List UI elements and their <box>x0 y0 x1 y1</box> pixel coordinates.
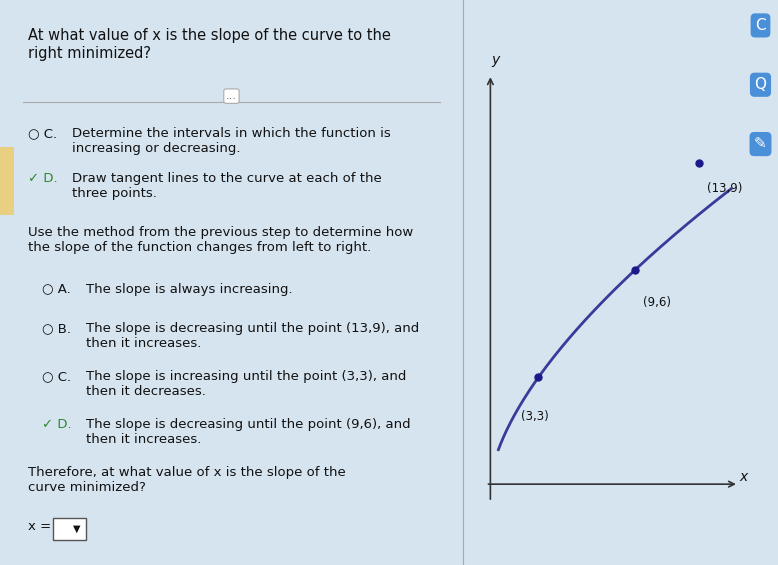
Text: The slope is increasing until the point (3,3), and
then it decreases.: The slope is increasing until the point … <box>86 370 406 398</box>
Text: ○ B.: ○ B. <box>42 322 71 335</box>
Text: At what value of x is the slope of the curve to the
right minimized?: At what value of x is the slope of the c… <box>28 28 391 60</box>
Text: (9,6): (9,6) <box>643 296 671 309</box>
Text: x: x <box>740 470 748 484</box>
Text: ○ C.: ○ C. <box>28 127 57 140</box>
Text: y: y <box>491 53 499 67</box>
Text: Therefore, at what value of x is the slope of the
curve minimized?: Therefore, at what value of x is the slo… <box>28 466 345 494</box>
Text: Determine the intervals in which the function is
increasing or decreasing.: Determine the intervals in which the fun… <box>72 127 391 155</box>
Text: Q: Q <box>755 77 766 92</box>
Bar <box>0 147 14 215</box>
Text: ○ C.: ○ C. <box>42 370 71 383</box>
Text: The slope is decreasing until the point (13,9), and
then it increases.: The slope is decreasing until the point … <box>86 322 419 350</box>
Text: The slope is always increasing.: The slope is always increasing. <box>86 282 293 295</box>
Text: ✓ D.: ✓ D. <box>28 172 58 185</box>
Text: ○ A.: ○ A. <box>42 282 71 295</box>
Text: Draw tangent lines to the curve at each of the
three points.: Draw tangent lines to the curve at each … <box>72 172 381 201</box>
Text: (3,3): (3,3) <box>521 410 549 423</box>
Text: C: C <box>755 18 766 33</box>
Text: ...: ... <box>226 91 237 101</box>
Text: ▼: ▼ <box>72 523 80 533</box>
Text: ✓ D.: ✓ D. <box>42 418 72 431</box>
Text: x =: x = <box>28 520 51 533</box>
Text: ✎: ✎ <box>754 137 767 151</box>
Text: Use the method from the previous step to determine how
the slope of the function: Use the method from the previous step to… <box>28 226 413 254</box>
Text: (13,9): (13,9) <box>706 182 742 195</box>
Bar <box>53 518 86 540</box>
Text: The slope is decreasing until the point (9,6), and
then it increases.: The slope is decreasing until the point … <box>86 418 410 446</box>
